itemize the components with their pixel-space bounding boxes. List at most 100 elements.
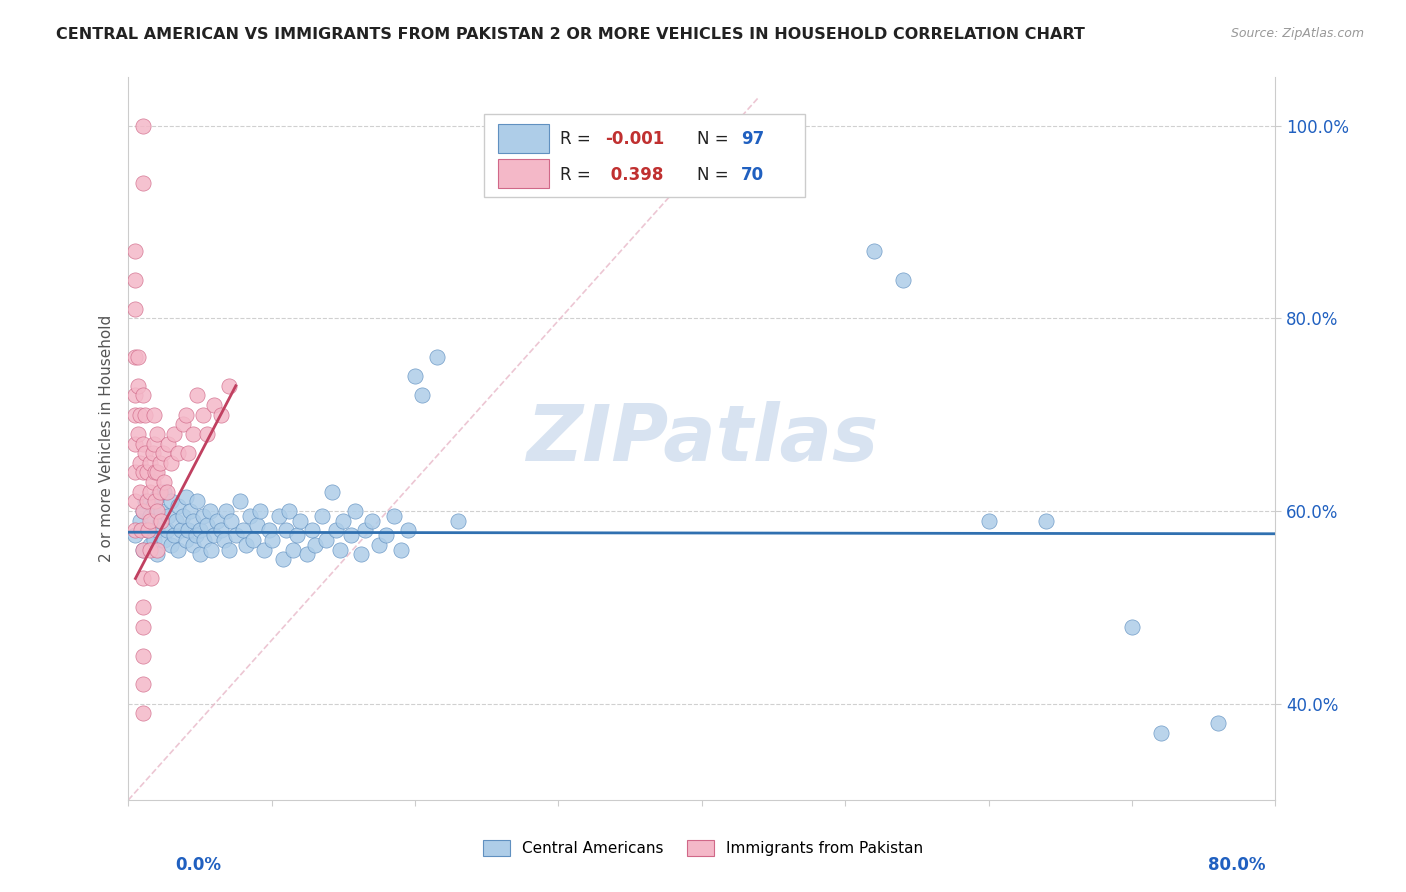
Text: R =: R =: [560, 166, 596, 184]
Text: 0.398: 0.398: [606, 166, 664, 184]
Point: [191, 408, 214, 422]
Point: [131, 542, 153, 557]
Point: [283, 542, 305, 557]
Point: [225, 528, 247, 542]
Point: [131, 177, 153, 191]
Point: [977, 514, 1000, 528]
Point: [129, 524, 152, 538]
Point: [389, 542, 412, 557]
Point: [174, 408, 197, 422]
Point: [315, 533, 337, 547]
Legend: Central Americans, Immigrants from Pakistan: Central Americans, Immigrants from Pakis…: [477, 834, 929, 862]
Point: [145, 466, 167, 480]
Point: [160, 494, 183, 508]
Point: [167, 542, 190, 557]
Point: [124, 301, 146, 316]
Point: [221, 514, 243, 528]
Point: [349, 548, 371, 562]
Point: [257, 524, 280, 538]
Point: [339, 528, 361, 542]
Point: [163, 426, 186, 441]
Text: N =: N =: [697, 130, 734, 148]
Point: [150, 514, 173, 528]
Point: [139, 514, 162, 528]
Point: [172, 417, 194, 432]
Point: [134, 494, 156, 508]
Text: ZIPatlas: ZIPatlas: [526, 401, 877, 476]
Point: [146, 548, 169, 562]
Point: [181, 514, 204, 528]
Point: [375, 528, 398, 542]
Point: [214, 533, 236, 547]
Point: [124, 388, 146, 402]
Point: [184, 528, 207, 542]
Point: [156, 484, 179, 499]
Text: 70: 70: [741, 166, 763, 184]
Point: [124, 273, 146, 287]
Point: [232, 524, 254, 538]
Point: [157, 436, 180, 450]
Point: [188, 548, 211, 562]
Point: [321, 484, 343, 499]
Point: [124, 494, 146, 508]
Point: [124, 436, 146, 450]
Point: [131, 119, 153, 133]
Point: [290, 514, 312, 528]
Point: [172, 508, 194, 523]
Point: [411, 388, 433, 402]
Point: [135, 466, 157, 480]
Point: [246, 518, 269, 533]
Point: [202, 528, 225, 542]
Point: [200, 542, 222, 557]
Point: [136, 524, 159, 538]
Point: [174, 490, 197, 504]
Point: [167, 499, 190, 513]
Point: [128, 484, 150, 499]
Point: [1150, 725, 1173, 739]
Point: [146, 426, 169, 441]
Point: [274, 524, 297, 538]
Point: [181, 538, 204, 552]
Point: [131, 572, 153, 586]
Point: [146, 524, 169, 538]
Point: [211, 524, 233, 538]
Point: [153, 484, 176, 499]
Point: [157, 508, 180, 523]
Point: [128, 408, 150, 422]
Point: [160, 456, 183, 470]
Point: [156, 524, 179, 538]
Point: [142, 446, 165, 460]
Point: [186, 388, 208, 402]
Point: [146, 466, 169, 480]
Point: [165, 514, 187, 528]
FancyBboxPatch shape: [498, 159, 550, 188]
Point: [139, 456, 162, 470]
Point: [135, 524, 157, 538]
Point: [267, 508, 290, 523]
Point: [139, 538, 162, 552]
Point: [287, 528, 309, 542]
Point: [149, 484, 172, 499]
Text: R =: R =: [560, 130, 596, 148]
Point: [191, 508, 214, 523]
Point: [353, 524, 375, 538]
Point: [1121, 620, 1143, 634]
Point: [193, 533, 215, 547]
Point: [195, 426, 218, 441]
Point: [170, 524, 193, 538]
Point: [297, 548, 319, 562]
Text: 0.0%: 0.0%: [176, 856, 222, 874]
Point: [863, 244, 886, 258]
Point: [124, 524, 146, 538]
Text: N =: N =: [697, 166, 734, 184]
Text: -0.001: -0.001: [606, 130, 665, 148]
Point: [139, 484, 162, 499]
Point: [153, 475, 176, 489]
Point: [260, 533, 283, 547]
Point: [1206, 716, 1229, 731]
Point: [174, 533, 197, 547]
Point: [131, 504, 153, 518]
Point: [124, 244, 146, 258]
Text: 80.0%: 80.0%: [1208, 856, 1265, 874]
Point: [229, 494, 252, 508]
